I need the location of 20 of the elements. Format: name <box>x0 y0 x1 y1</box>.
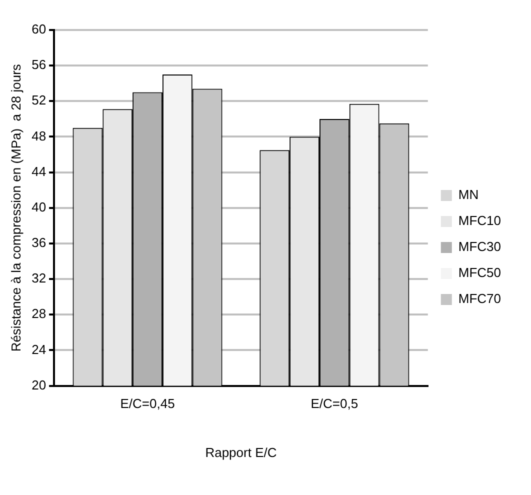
legend-label: MFC50 <box>458 265 502 280</box>
y-tick-label: 28 <box>32 306 46 322</box>
y-tick-label: 48 <box>32 128 46 144</box>
legend-label: MFC30 <box>458 239 502 254</box>
x-tick-label: E/C=0,45 <box>120 396 175 412</box>
y-tick-label: 24 <box>32 342 46 357</box>
y-tick-label: 52 <box>32 92 46 108</box>
y-tick-label: 44 <box>32 164 46 179</box>
y-tick-label: 40 <box>32 199 46 214</box>
y-tick-label: 60 <box>32 22 46 37</box>
legend-label: MFC70 <box>458 291 502 306</box>
legend-label: MFC10 <box>458 213 502 228</box>
x-tick-label: E/C=0,5 <box>310 396 358 412</box>
y-tick-label: 32 <box>32 270 46 286</box>
y-tick-label: 36 <box>32 235 46 250</box>
y-axis-title: Résistance à la compression en (MPa) a 28 jours <box>8 64 24 352</box>
y-tick-label: 20 <box>32 377 46 392</box>
x-axis-title: Rapport E/C <box>205 444 277 460</box>
y-tick-label: 56 <box>32 57 46 72</box>
legend-label: MN <box>458 187 479 202</box>
